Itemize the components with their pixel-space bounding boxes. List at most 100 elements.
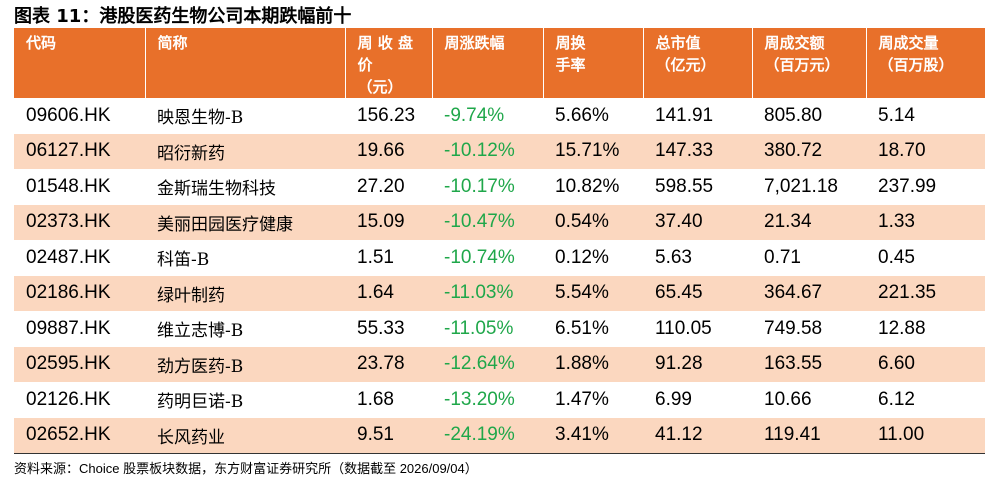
table-cell: 41.12 [643, 417, 752, 454]
table-cell: -10.47% [432, 204, 543, 240]
header-text: 周涨跌幅 [444, 34, 505, 52]
header-cell: 周 收 盘价 （元） [344, 28, 432, 98]
table-cell: 劲方医药-B [145, 346, 345, 382]
table-body: 09606.HK 映恩生物-B 156.23 -9.74% 5.66% 141.91 805… [14, 98, 985, 454]
table-cell: 1.68 [357, 388, 394, 410]
table-row: 02186.HK 绿叶制药 1.64 -11.03% 5.54% 65.45 364.67 2… [14, 275, 985, 311]
table-cell: -11.03% [432, 275, 543, 311]
table-cell: 09887.HK [26, 317, 111, 339]
table-cell: 1.51 [357, 246, 394, 268]
header-cell: 周成交量 （百万股） [865, 28, 985, 98]
table-cell: 06127.HK [14, 133, 145, 169]
table-cell: 749.58 [764, 317, 823, 339]
header-text: 价 [357, 56, 373, 74]
table-cell: 01548.HK [26, 175, 111, 197]
table-cell: 15.09 [345, 204, 432, 240]
table-cell: 37.40 [643, 204, 752, 240]
table-cell: 02126.HK [26, 388, 111, 410]
table-cell: 110.05 [655, 317, 712, 339]
table: 代码 简称周 收 盘价（元） 周涨跌幅 周换 手率 总市值 （亿元） 周成交额 （百万元） 周成交… [14, 28, 985, 454]
table-cell: 805.80 [764, 104, 823, 126]
table-cell: 5.66% [555, 104, 609, 126]
table-row: 09606.HK 映恩生物-B 156.23 -9.74% 5.66% 141.91 805… [14, 98, 985, 134]
header-text: （亿元） [655, 56, 716, 74]
table-cell: 昭衍新药 [145, 133, 345, 169]
header-text: 周换 [555, 34, 586, 52]
table-cell: 380.72 [752, 133, 866, 169]
table-cell: 5.54% [543, 275, 643, 311]
table-cell: 10.82% [555, 175, 620, 197]
table-cell: 163.55 [752, 346, 866, 382]
table-cell: 156.23 [357, 104, 416, 126]
table-row: 01548.HK 金斯瑞生物科技 27.20 -10.17% 10.82% 598.55 7… [14, 169, 985, 205]
table-cell: 1.33 [866, 204, 985, 240]
title: 图表 11：港股医药生物公司本期跌幅前十 [14, 6, 352, 27]
table-row: 02126.HK 药明巨诺-B 1.68 -13.20% 1.47% 6.99 10.66 6… [14, 382, 985, 418]
header-text: 周成交额 [764, 34, 825, 52]
table-row: 02595.HK 劲方医药-B 23.78 -12.64% 1.88% 91.28 163.… [14, 346, 985, 382]
table-cell: 0.12% [555, 246, 609, 268]
table-cell: 6.51% [555, 317, 609, 339]
table-cell: 237.99 [878, 175, 937, 197]
table-cell: 1.47% [555, 388, 609, 410]
table-cell: 11.00 [866, 417, 985, 454]
table-cell: -12.64% [432, 346, 543, 382]
table-cell: 02487.HK [26, 246, 111, 268]
table-cell: 1.64 [345, 275, 432, 311]
header-text: （元） [357, 78, 403, 96]
table-cell: 0.71 [764, 246, 801, 268]
header-cell: 周涨跌幅 [431, 28, 543, 98]
header-text: 总市值 [655, 34, 701, 52]
table-cell: 15.71% [543, 133, 643, 169]
table-cell: 10.66 [764, 388, 812, 410]
table-cell: 55.33 [357, 317, 405, 339]
table-row: 02373.HK 美丽田园医疗健康 15.09 -10.47% 0.54% 37.40 21… [14, 204, 985, 240]
table-cell: 美丽田园医疗健康 [145, 204, 345, 240]
table-cell: 27.20 [357, 175, 405, 197]
table-cell: 长风药业 [145, 417, 345, 454]
header-cell: 周换 手率 [542, 28, 643, 98]
header-text: 周成交量 [878, 34, 939, 52]
header-cell: 简称 [144, 28, 345, 98]
table-cell: 科笛-B [157, 250, 210, 271]
table-cell: 221.35 [866, 275, 985, 311]
header-cell: 代码 [14, 28, 145, 98]
table-cell: 3.41% [543, 417, 643, 454]
table-cell: 5.14 [878, 104, 915, 126]
table-cell: 药明巨诺-B [157, 392, 244, 413]
table-cell: -10.17% [444, 175, 515, 197]
table-cell: 0.54% [543, 204, 643, 240]
table-cell: 19.66 [345, 133, 432, 169]
table-cell: 147.33 [643, 133, 752, 169]
table-cell: -11.05% [444, 317, 514, 339]
table-cell: -9.74% [444, 104, 505, 126]
table-row: 02487.HK 科笛-B 1.51 -10.74% 0.12% 5.63 0.71 0.45 [14, 240, 985, 276]
table-cell: 5.63 [655, 246, 692, 268]
table-row: 09887.HK 维立志博-B 55.33 -11.05% 6.51% 110.05 749… [14, 311, 985, 347]
table-cell: -24.19% [432, 417, 543, 454]
table-cell: -13.20% [444, 388, 515, 410]
table-cell: 金斯瑞生物科技 [157, 179, 276, 200]
table-cell: 598.55 [655, 175, 714, 197]
table-cell: 65.45 [643, 275, 752, 311]
table-cell: 18.70 [866, 133, 985, 169]
header-text: 周 收 盘 [357, 34, 413, 52]
table-cell: 02595.HK [14, 346, 145, 382]
header-cell: 总市值 （亿元） [642, 28, 752, 98]
header-row: 代码 简称周 收 盘价（元） 周涨跌幅 周换 手率 总市值 （亿元） 周成交额 （百万元） 周成交… [14, 28, 985, 98]
table-cell: 维立志博-B [157, 321, 244, 342]
table-cell: 绿叶制药 [145, 275, 345, 311]
table-cell: 364.67 [752, 275, 866, 311]
header-text: 手率 [555, 56, 586, 74]
table-cell: -10.74% [444, 246, 515, 268]
header-text: 简称 [157, 34, 188, 52]
table-cell: 9.51 [345, 417, 432, 454]
source-note: 资料来源：Choice 股票板块数据，东方财富证券研究所（数据截至 2026/0… [14, 461, 478, 476]
table-cell: 02652.HK [14, 417, 145, 454]
table-row: 06127.HK 昭衍新药 19.66 -10.12% 15.71% 147.33 380.… [14, 133, 985, 169]
table-cell: 91.28 [643, 346, 752, 382]
table-cell: 映恩生物-B [157, 108, 244, 129]
table-cell: 21.34 [752, 204, 866, 240]
table-cell: 7,021.18 [764, 175, 838, 197]
